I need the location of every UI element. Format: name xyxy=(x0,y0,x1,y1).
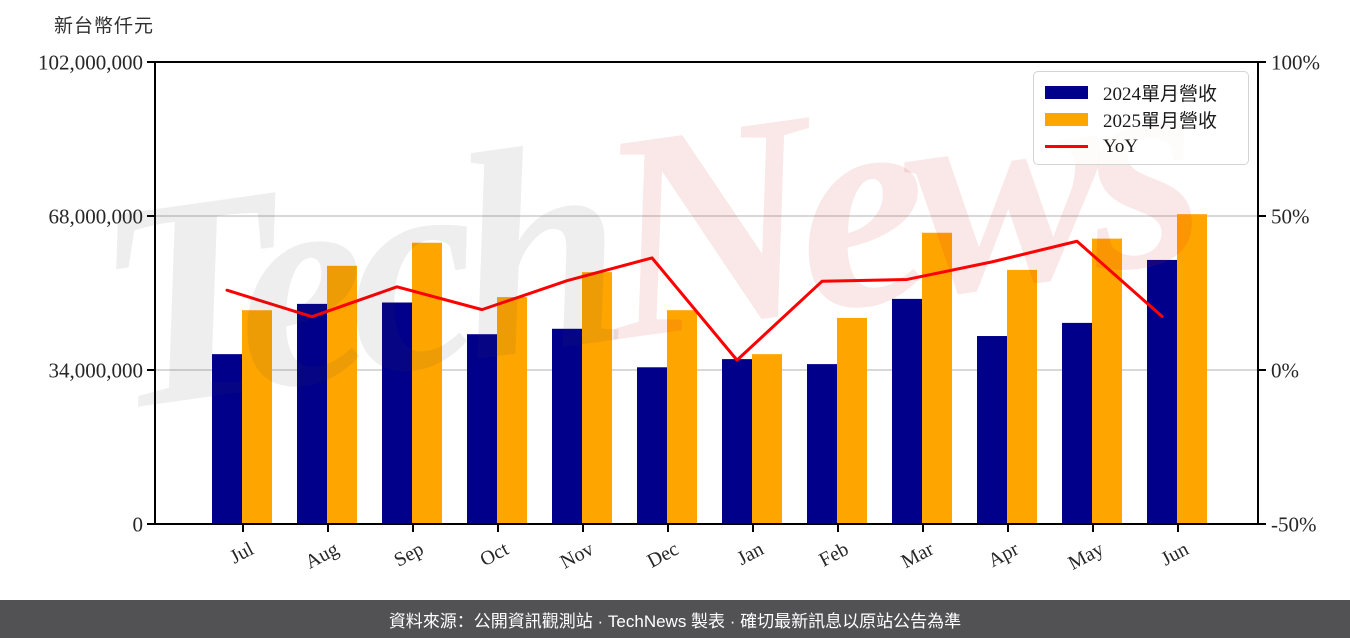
bar-2024-Feb xyxy=(807,364,837,524)
legend-item-2024: 2024單月營收 xyxy=(1045,79,1248,106)
x-tick-label-Apr: Apr xyxy=(985,538,1023,572)
x-tick-label-Dec: Dec xyxy=(644,538,683,573)
bar-2024-Jun xyxy=(1147,259,1177,524)
legend-swatch-2024 xyxy=(1045,86,1088,99)
bar-2024-May xyxy=(1062,322,1092,524)
right-tick-label: -50% xyxy=(1271,512,1317,536)
x-tick-label-Sep: Sep xyxy=(391,538,428,572)
bar-2024-Jul xyxy=(212,354,242,524)
source-footer: 資料來源：公開資訊觀測站 · TechNews 製表 · 確切最新訊息以原站公告… xyxy=(0,600,1350,638)
x-tick-label-Oct: Oct xyxy=(477,538,513,571)
left-tick-label: 102,000,000 xyxy=(38,50,143,74)
x-tick-label-Aug: Aug xyxy=(302,538,343,574)
bar-2025-Jun xyxy=(1177,214,1207,524)
bar-2025-Nov xyxy=(582,272,612,524)
legend-label-2024: 2024單月營收 xyxy=(1103,84,1218,105)
bar-2025-Feb xyxy=(837,317,867,524)
legend-label-yoy: YoY xyxy=(1103,135,1139,157)
yoy-line xyxy=(225,239,1164,362)
bar-2025-Apr xyxy=(1007,269,1037,524)
legend-item-2025: 2025單月營收 xyxy=(1045,106,1248,133)
x-tick-label-May: May xyxy=(1065,538,1108,575)
source-footer-text: 資料來源：公開資訊觀測站 · TechNews 製表 · 確切最新訊息以原站公告… xyxy=(388,611,962,631)
x-tick-label-Jul: Jul xyxy=(226,538,257,569)
legend-swatch-2025 xyxy=(1045,113,1088,126)
legend-label-2025: 2025單月營收 xyxy=(1103,111,1218,132)
bar-2024-Apr xyxy=(977,336,1007,524)
x-tick-label-Mar: Mar xyxy=(898,538,938,573)
bar-2025-Jan xyxy=(752,354,782,524)
bar-2024-Oct xyxy=(467,334,497,524)
right-tick-label: 100% xyxy=(1271,50,1320,74)
x-tick-label-Jun: Jun xyxy=(1157,538,1192,570)
revenue-chart: 102,000,000 100% 68,000,000 50% 34,000,000 0%… xyxy=(38,50,1320,575)
x-tick-label-Jan: Jan xyxy=(733,538,767,570)
bar-2024-Sep xyxy=(382,302,412,524)
plot-border xyxy=(154,61,1259,525)
left-tick-label: 0 xyxy=(133,512,144,536)
bar-2024-Aug xyxy=(297,303,327,524)
bar-2025-Jul xyxy=(242,310,272,524)
legend-item-yoy: YoY xyxy=(1045,133,1248,160)
bar-2025-Sep xyxy=(412,242,442,525)
right-tick-label: 0% xyxy=(1271,358,1299,382)
legend-line-yoy xyxy=(1045,145,1088,148)
chart-legend: 2024單月營收 2025單月營收 YoY xyxy=(1033,71,1249,165)
bar-2024-Dec xyxy=(637,367,667,524)
x-tick-label-Nov: Nov xyxy=(557,538,598,574)
x-tick-label-Feb: Feb xyxy=(816,538,853,572)
left-axis-unit-label: 新台幣仟元 xyxy=(54,16,155,37)
bar-2024-Jan xyxy=(722,359,752,524)
left-tick-label: 68,000,000 xyxy=(49,204,144,228)
bar-2025-Mar xyxy=(922,232,952,524)
left-tick-label: 34,000,000 xyxy=(49,358,144,382)
bar-2025-Aug xyxy=(327,265,357,524)
right-tick-label: 50% xyxy=(1271,204,1310,228)
bar-2025-May xyxy=(1092,238,1122,524)
bar-2024-Nov xyxy=(552,328,582,524)
bar-2025-Oct xyxy=(497,297,527,524)
bar-2025-Dec xyxy=(667,310,697,524)
bar-2024-Mar xyxy=(892,298,922,524)
